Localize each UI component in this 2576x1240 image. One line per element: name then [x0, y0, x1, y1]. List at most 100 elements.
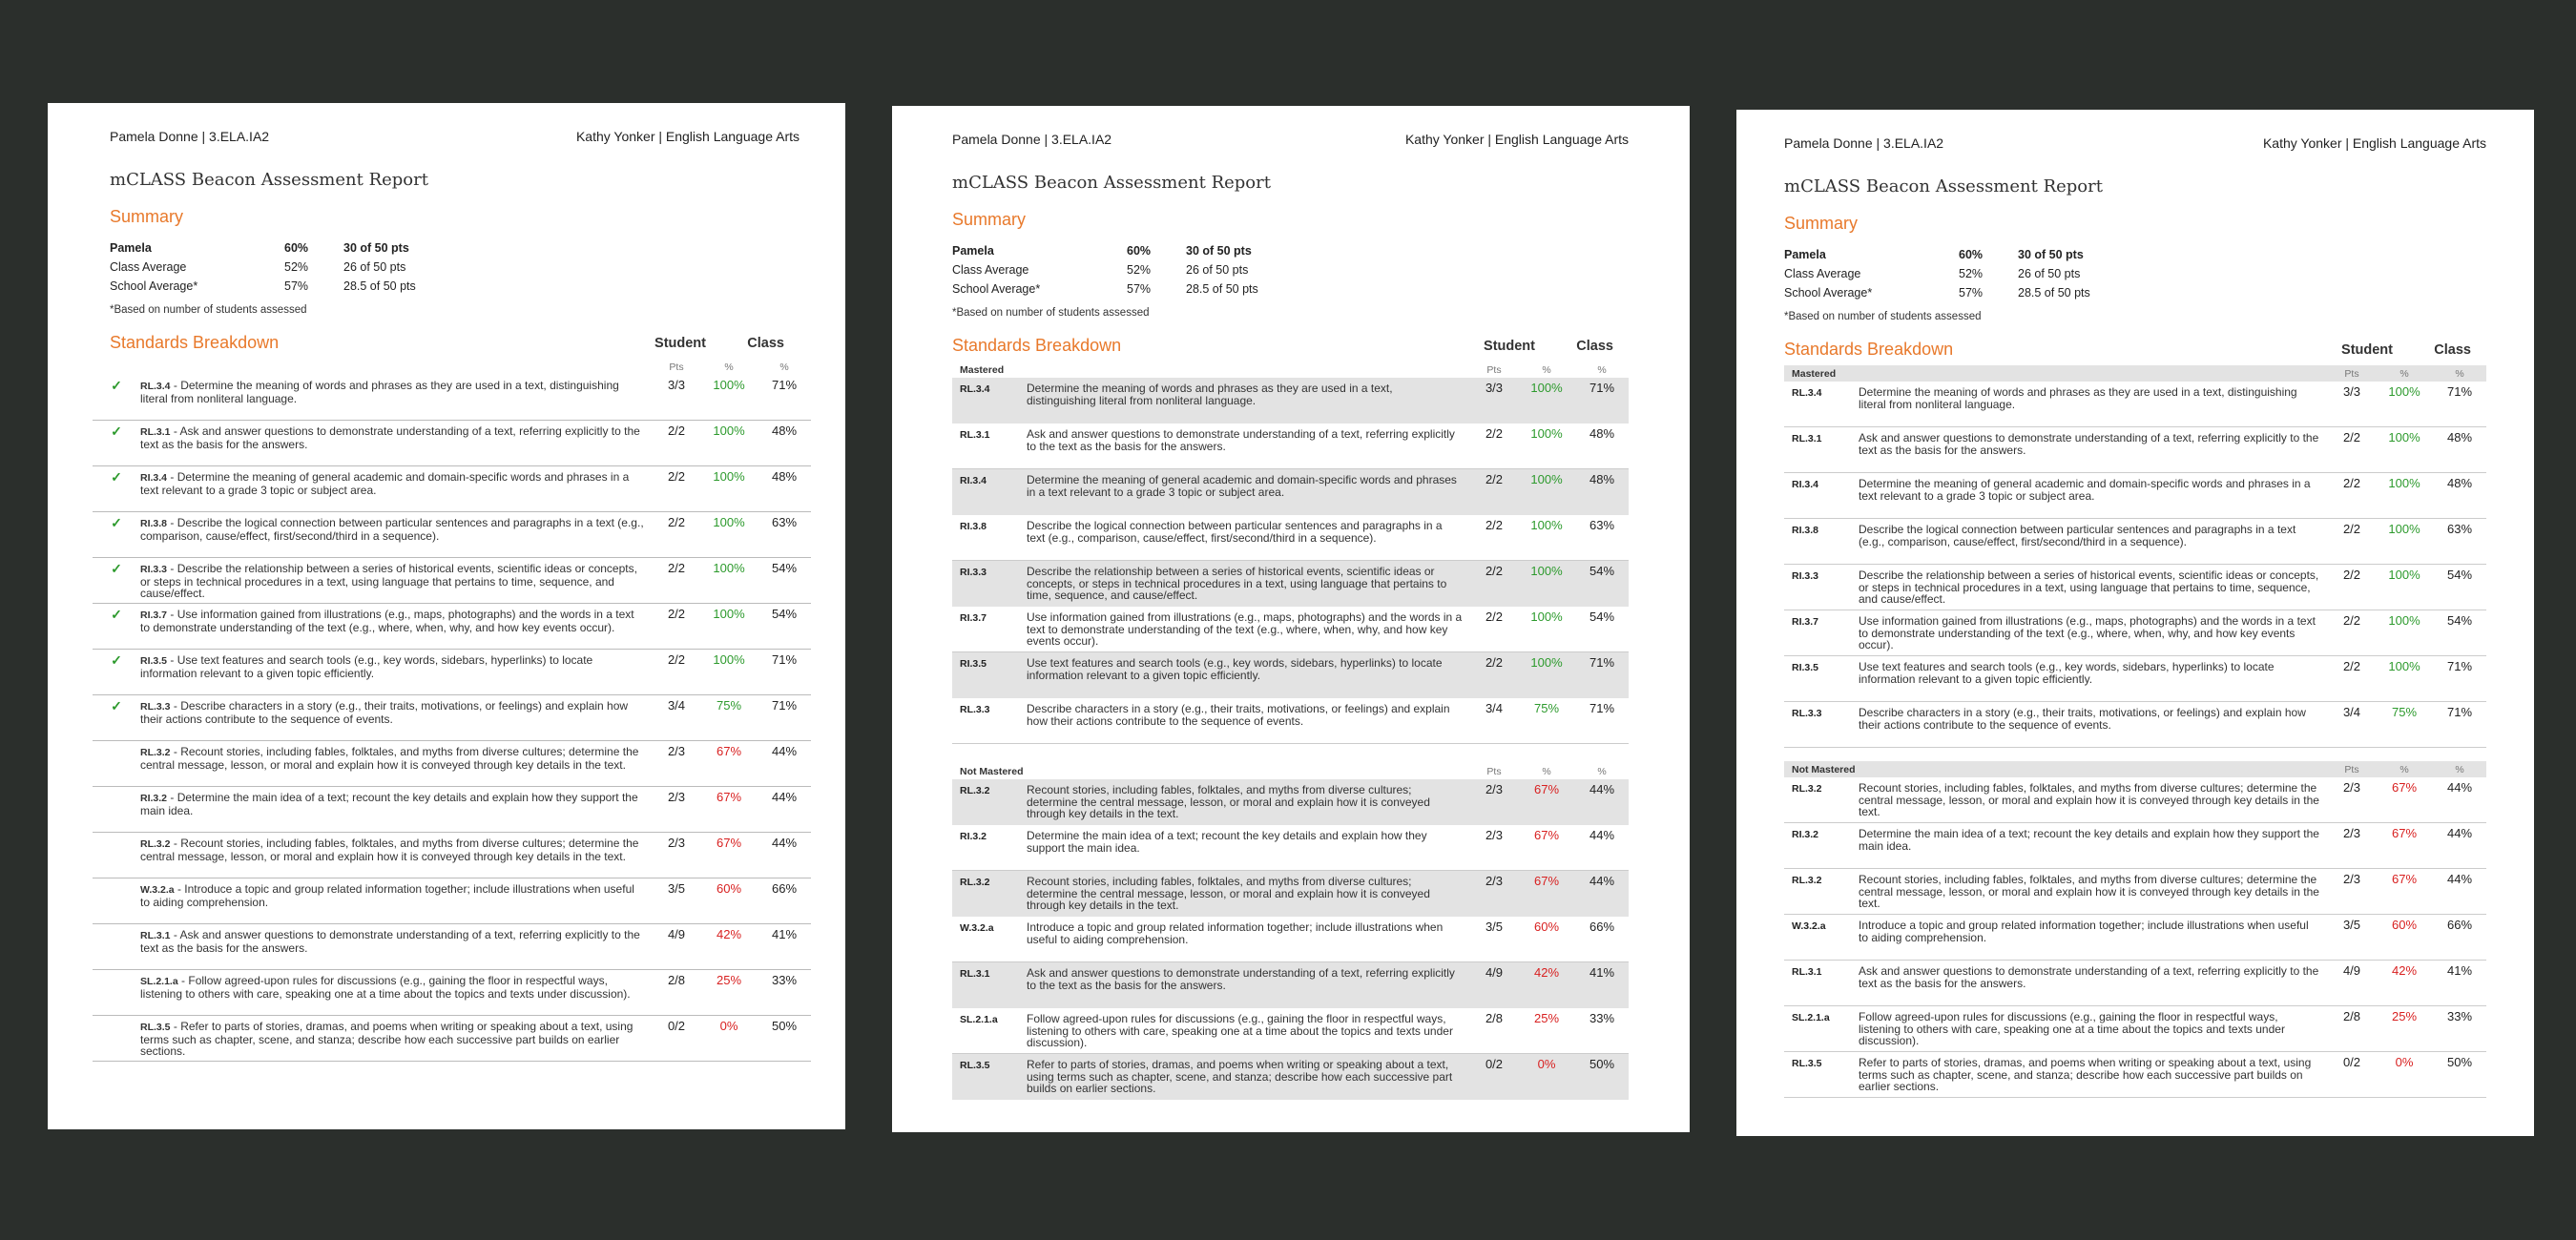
student-points: 2/3	[667, 836, 686, 850]
student-points: 4/9	[2342, 963, 2361, 978]
standard-row: RL.3.3 Describe characters in a story (e.…	[952, 698, 1629, 744]
student-percent: 100%	[713, 469, 745, 484]
standard-code: RL.3.2	[1792, 875, 1822, 886]
student-points: 2/2	[667, 561, 686, 575]
summary-pts: 30 of 50 pts	[343, 241, 409, 255]
standard-code: SL.2.1.a	[960, 1014, 998, 1025]
standard-row: RI.3.2 Determine the main idea of a text;…	[952, 825, 1629, 871]
class-pct-header: %	[779, 361, 789, 373]
breakdown-heading: Standards Breakdown	[952, 336, 1122, 355]
standard-description: Recount stories, including fables, folkt…	[1859, 873, 2319, 910]
summary-label: School Average*	[952, 282, 1041, 296]
standard-description: Follow agreed-upon rules for discussions…	[1027, 1012, 1453, 1049]
student-column-label: Student	[1484, 339, 1535, 354]
class-percent: 33%	[2446, 1009, 2473, 1023]
standard-row: W.3.2.a - Introduce a topic and group re…	[93, 878, 811, 924]
class-column-label: Class	[2434, 342, 2471, 358]
report-title: mCLASS Beacon Assessment Report	[110, 170, 428, 190]
class-percent: 63%	[2446, 522, 2473, 536]
student-percent: 100%	[713, 424, 745, 438]
standard-code: RI.3.4	[140, 472, 168, 484]
standard-code: RL.3.1	[1792, 433, 1822, 444]
report-page-checkmark-variant: Pamela Donne | 3.ELA.IA2 Kathy Yonker | …	[48, 103, 845, 1129]
standard-code: W.3.2.a	[960, 922, 994, 934]
summary-heading: Summary	[110, 207, 184, 226]
pct-header: %	[1542, 765, 1551, 777]
standard-row: ✓ RI.3.3 - Describe the relationship betw…	[93, 558, 811, 604]
summary-pct: 52%	[1127, 263, 1152, 277]
standard-code: RL.3.2	[960, 785, 990, 796]
class-column-label: Class	[747, 336, 784, 351]
summary-pts: 28.5 of 50 pts	[1186, 282, 1258, 296]
standard-code: SL.2.1.a	[140, 976, 178, 987]
pts-header: Pts	[669, 361, 684, 373]
student-percent: 0%	[2395, 1055, 2414, 1069]
class-percent: 54%	[771, 607, 798, 621]
standard-description: Determine the main idea of a text; recou…	[140, 791, 638, 817]
student-percent: 67%	[2391, 872, 2418, 886]
summary-label: Pamela	[110, 241, 152, 255]
student-percent: 67%	[716, 836, 742, 850]
standard-row: ✓ RI.3.4 - Determine the meaning of gener…	[93, 466, 811, 512]
standard-code: RL.3.4	[1792, 387, 1822, 399]
standard-code: RL.3.2	[140, 838, 171, 850]
student-percent: 60%	[2391, 918, 2418, 932]
student-points: 3/3	[667, 378, 686, 392]
student-percent: 100%	[2388, 522, 2420, 536]
standard-row: RL.3.4 Determine the meaning of words and…	[952, 378, 1629, 424]
standard-description: Follow agreed-upon rules for discussions…	[1859, 1010, 2285, 1047]
class-percent: 71%	[771, 378, 798, 392]
standard-description: Determine the meaning of words and phras…	[1027, 382, 1393, 407]
student-column-label: Student	[654, 336, 706, 351]
standard-row: RI.3.7 Use information gained from illust…	[1784, 610, 2486, 656]
standard-description: Use information gained from illustration…	[1859, 614, 2316, 651]
breakdown-heading: Standards Breakdown	[1784, 340, 1954, 359]
standard-description: Recount stories, including fables, folkt…	[140, 837, 639, 863]
summary-pct: 57%	[1127, 282, 1152, 296]
standard-code: RI.3.7	[960, 612, 987, 624]
student-points: 2/3	[1485, 828, 1504, 842]
standard-description: Use information gained from illustration…	[1027, 610, 1463, 648]
student-points: 3/4	[667, 698, 686, 713]
standard-row: RI.3.3 Describe the relationship between …	[1784, 565, 2486, 610]
not-mastered-section-header: Not Mastered Pts % %	[952, 763, 1629, 779]
standard-description: Determine the meaning of words and phras…	[1859, 385, 2297, 411]
class-percent: 50%	[771, 1019, 798, 1033]
student-points: 2/3	[2342, 872, 2361, 886]
pct-header: %	[724, 361, 734, 373]
class-percent: 71%	[771, 652, 798, 667]
standard-description: Describe the relationship between a seri…	[140, 562, 637, 600]
standard-row: RL.3.2 Recount stories, including fables,…	[952, 779, 1629, 825]
student-points: 2/2	[2342, 659, 2361, 673]
student-class: Pamela Donne | 3.ELA.IA2	[1784, 135, 1944, 151]
student-class: Pamela Donne | 3.ELA.IA2	[952, 132, 1112, 147]
standard-row: RL.3.2 Recount stories, including fables,…	[1784, 869, 2486, 915]
standard-code: RI.3.8	[140, 518, 168, 529]
standard-row: RI.3.8 Describe the logical connection be…	[1784, 519, 2486, 565]
standard-description: Recount stories, including fables, folkt…	[1027, 875, 1430, 912]
student-points: 2/2	[1485, 472, 1504, 486]
class-percent: 48%	[771, 469, 798, 484]
summary-row: Pamela 60% 30 of 50 pts	[1784, 245, 2090, 264]
standard-description: Use information gained from illustration…	[140, 608, 634, 634]
standard-row: RL.3.1 Ask and answer questions to demons…	[952, 424, 1629, 469]
standard-code: W.3.2.a	[140, 884, 175, 896]
standard-code: RI.3.2	[960, 831, 987, 842]
standard-code: RL.3.2	[140, 747, 171, 758]
student-points: 2/2	[667, 515, 686, 529]
standard-description: Describe the relationship between a seri…	[1859, 568, 2319, 606]
standard-row: ✓ RI.3.5 - Use text features and search t…	[93, 650, 811, 695]
summary-label: Class Average	[952, 263, 1029, 277]
standard-code: SL.2.1.a	[1792, 1012, 1830, 1023]
standard-row: RL.3.4 Determine the meaning of words and…	[1784, 382, 2486, 427]
standard-code: RL.3.3	[140, 701, 171, 713]
standard-description: Ask and answer questions to demonstrate …	[1859, 964, 2319, 990]
summary-table: Pamela 60% 30 of 50 pts Class Average 52% 26 …	[1784, 245, 2090, 302]
class-percent: 50%	[2446, 1055, 2473, 1069]
student-points: 2/2	[1485, 610, 1504, 624]
report-title: mCLASS Beacon Assessment Report	[1784, 176, 2103, 196]
standard-description: Determine the meaning of words and phras…	[140, 379, 619, 405]
student-percent: 67%	[1533, 828, 1560, 842]
student-points: 3/3	[1485, 381, 1504, 395]
class-percent: 71%	[771, 698, 798, 713]
